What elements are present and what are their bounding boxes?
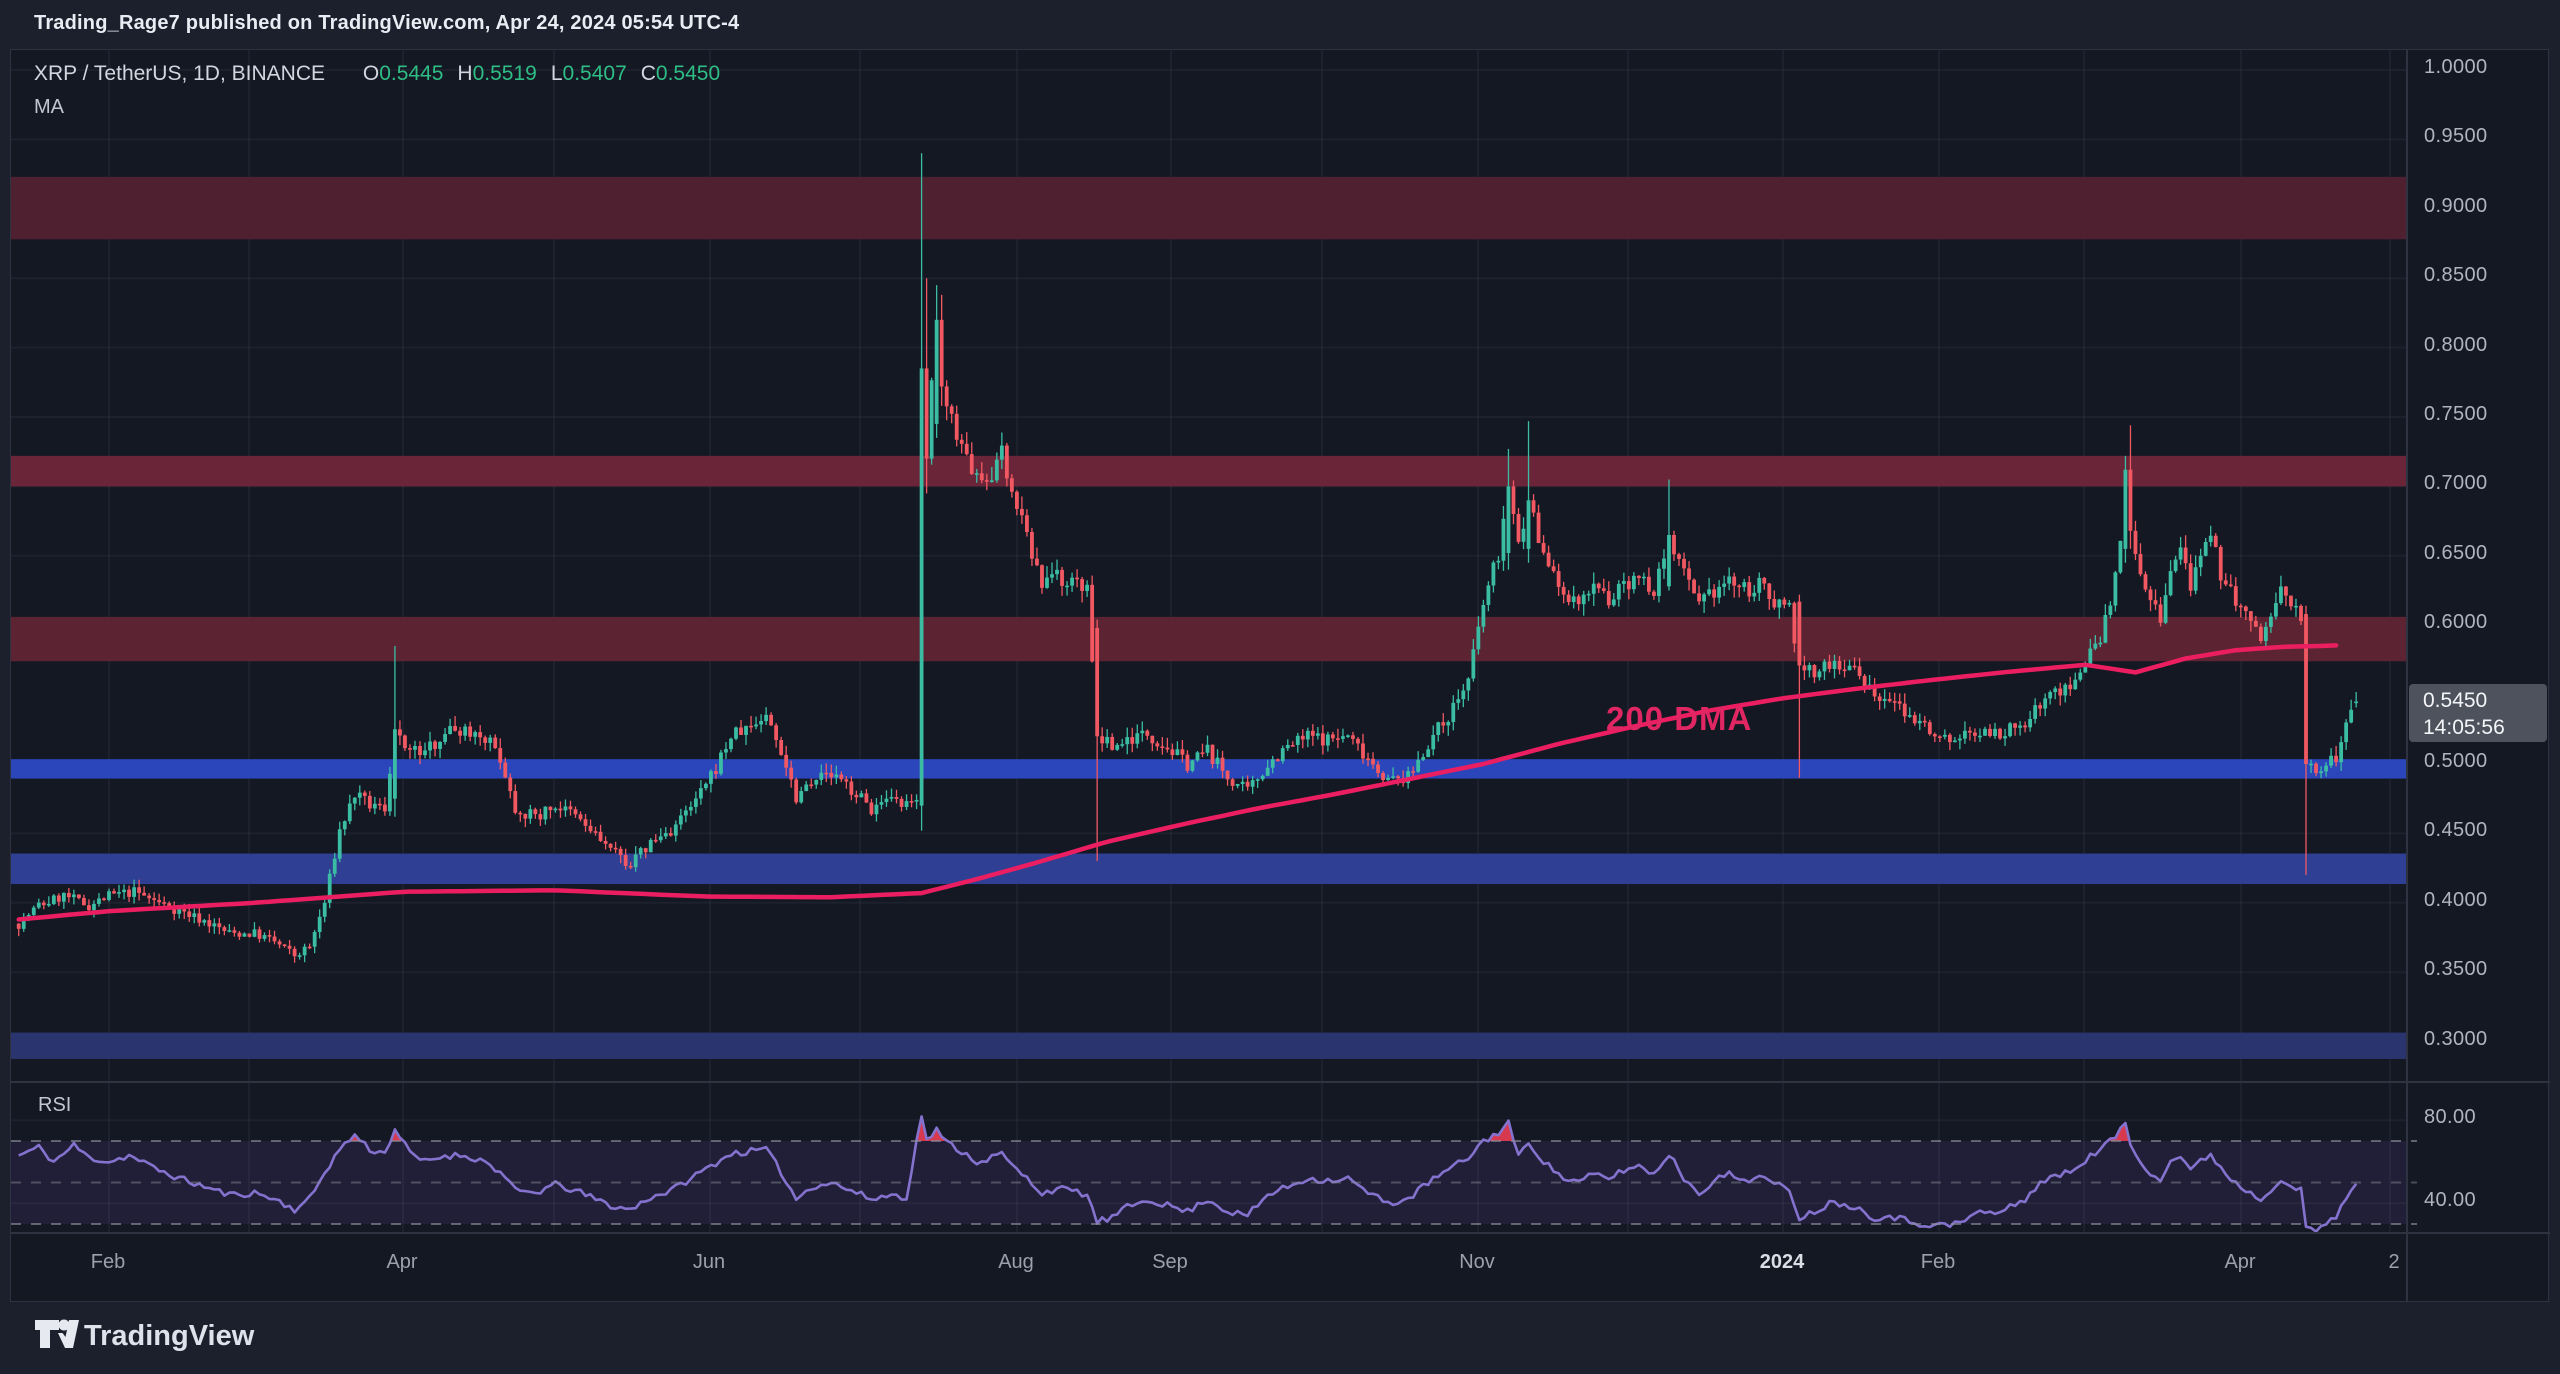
last-price-badge: 0.5450 14:05:56 bbox=[2409, 684, 2547, 742]
bar-countdown: 14:05:56 bbox=[2423, 716, 2505, 739]
ohlc-key: H bbox=[457, 62, 473, 85]
price-axis-label: 0.4500 bbox=[2424, 819, 2488, 842]
price-axis-label: 0.4000 bbox=[2424, 888, 2488, 911]
price-chart-canvas[interactable] bbox=[11, 50, 2550, 1303]
time-axis-label: Feb bbox=[1920, 1251, 1956, 1273]
indicator-label[interactable]: MA bbox=[34, 96, 64, 118]
sr-zone-support bbox=[11, 759, 2407, 779]
symbol-title[interactable]: XRP / TetherUS, 1D, BINANCE bbox=[34, 62, 325, 85]
sr-zone-support bbox=[11, 853, 2407, 885]
time-axis-label: Aug bbox=[998, 1251, 1034, 1273]
time-axis-label: Nov bbox=[1459, 1251, 1495, 1273]
ma200-line[interactable] bbox=[16, 643, 2339, 922]
rsi-label[interactable]: RSI bbox=[38, 1094, 72, 1116]
time-axis-label: Feb bbox=[90, 1251, 126, 1273]
ohlc-value: 0.5445 bbox=[379, 62, 444, 85]
price-axis-label: 0.8000 bbox=[2424, 333, 2488, 356]
ohlc-values: O0.5445 H0.5519 L0.5407 C0.5450 bbox=[349, 62, 720, 86]
ohlc-key: O bbox=[362, 62, 380, 85]
ohlc-value: 0.5407 bbox=[562, 62, 627, 85]
sr-zone-resistance bbox=[11, 616, 2407, 662]
price-axis-label: 1.0000 bbox=[2424, 56, 2488, 78]
ohlc-key: C bbox=[640, 62, 656, 85]
time-axis-label: Sep bbox=[1152, 1251, 1188, 1273]
ohlc-value: 0.5519 bbox=[472, 62, 537, 85]
time-axis-label: Apr bbox=[386, 1251, 418, 1273]
ohlc-key: L bbox=[550, 62, 563, 85]
rsi-band bbox=[11, 1141, 2407, 1224]
price-axis-label: 0.8500 bbox=[2424, 264, 2488, 287]
last-price-value: 0.5450 bbox=[2423, 689, 2488, 712]
chart-legend: XRP / TetherUS, 1D, BINANCE O0.5445 H0.55… bbox=[34, 62, 720, 119]
price-axis-label: 0.9500 bbox=[2424, 125, 2488, 148]
publish-text: Trading_Rage7 published on TradingView.c… bbox=[34, 12, 740, 34]
rsi-axis-label: 80.00 bbox=[2424, 1106, 2477, 1129]
price-axis-label: 0.6000 bbox=[2424, 611, 2488, 634]
sr-zone-resistance bbox=[11, 455, 2407, 487]
price-axis-label: 0.3500 bbox=[2424, 958, 2488, 981]
brand-text[interactable]: TradingView bbox=[84, 1320, 255, 1352]
price-axis-label: 0.5000 bbox=[2424, 750, 2488, 772]
price-axis-label: 0.7500 bbox=[2424, 403, 2488, 425]
tradingview-logo-icon[interactable] bbox=[34, 1316, 80, 1356]
footer-bar: TradingView bbox=[0, 1302, 2560, 1374]
time-axis-label: Apr bbox=[2224, 1251, 2256, 1273]
sr-zone-support bbox=[11, 1032, 2407, 1059]
price-axis-label: 0.9000 bbox=[2424, 194, 2488, 217]
time-axis-label: 2024 bbox=[1759, 1251, 1805, 1273]
rsi-series[interactable] bbox=[18, 1115, 2358, 1233]
sr-zone-resistance bbox=[11, 176, 2407, 240]
price-axis-label: 0.3000 bbox=[2424, 1027, 2488, 1050]
ma200-annotation: 200 DMA bbox=[1606, 700, 1753, 737]
rsi-axis-label: 40.00 bbox=[2424, 1189, 2477, 1212]
price-axis-label: 0.6500 bbox=[2424, 541, 2488, 564]
time-axis-label: Jun bbox=[692, 1251, 726, 1273]
time-axis-label: 2 bbox=[2388, 1251, 2400, 1273]
publish-bar: Trading_Rage7 published on TradingView.c… bbox=[0, 0, 2560, 49]
chart-area[interactable] bbox=[10, 49, 2550, 1303]
price-axis-label: 0.7000 bbox=[2424, 472, 2488, 495]
candlestick-series[interactable] bbox=[16, 153, 2359, 963]
ohlc-value: 0.5450 bbox=[655, 62, 721, 85]
